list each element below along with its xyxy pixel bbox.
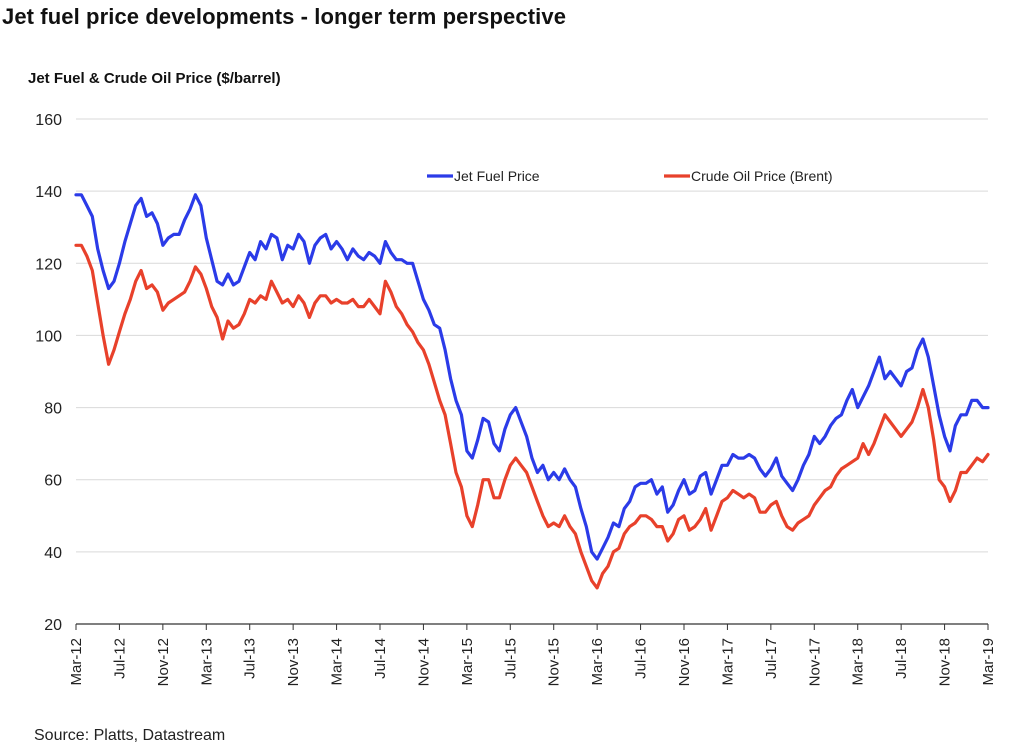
jet-fuel-line [74,193,990,561]
source-note: Source: Platts, Datastream [34,727,226,744]
y-tick-label: 140 [35,184,62,201]
x-tick-label: Nov-15 [546,638,563,686]
x-tick-label: Jul-14 [372,638,389,679]
x-tick-label: Mar-18 [850,638,867,686]
y-tick-label: 20 [44,617,62,634]
chart-title: Jet fuel price developments - longer ter… [2,4,567,29]
x-tick-label: Jul-18 [893,638,910,679]
y-tick-label: 160 [35,112,62,129]
x-tick-label: Mar-13 [198,638,215,686]
legend: Jet Fuel Price Crude Oil Price (Brent) [427,168,833,184]
x-tick-label: Mar-19 [980,638,997,686]
y-tick-label: 60 [44,473,62,490]
y-tick-label: 100 [35,328,62,345]
x-tick-label: Nov-14 [415,638,432,686]
y-tick-label: 40 [44,545,62,562]
x-tick-label: Nov-17 [806,638,823,686]
x-tick-label: Mar-14 [329,638,346,686]
series-lines [74,193,990,590]
y-tick-label: 120 [35,256,62,273]
crude-oil-line [74,243,990,590]
x-tick-label: Jul-13 [242,638,259,679]
legend-label-jet: Jet Fuel Price [454,168,540,184]
y-tick-label: 80 [44,401,62,418]
x-tick-label: Jul-17 [763,638,780,679]
x-tick-label: Mar-16 [589,638,606,686]
x-tick-label: Jul-15 [502,638,519,679]
x-tick-label: Jul-16 [633,638,650,679]
axes: 20 40 60 80 100 120 140 160 Mar-12 Jul-12 Nov-12 Ma… [35,112,997,686]
x-tick-label: Nov-13 [285,638,302,686]
x-tick-label: Mar-17 [719,638,736,686]
x-tick-label: Mar-15 [459,638,476,686]
x-tick-label: Nov-16 [676,638,693,686]
x-tick-label: Jul-12 [111,638,128,679]
y-axis-title: Jet Fuel & Crude Oil Price ($/barrel) [28,70,281,87]
x-tick-label: Nov-18 [937,638,954,686]
gridlines [76,118,988,553]
x-tick-label: Mar-12 [68,638,85,686]
x-tick-label: Nov-12 [155,638,172,686]
legend-label-crude: Crude Oil Price (Brent) [691,168,833,184]
